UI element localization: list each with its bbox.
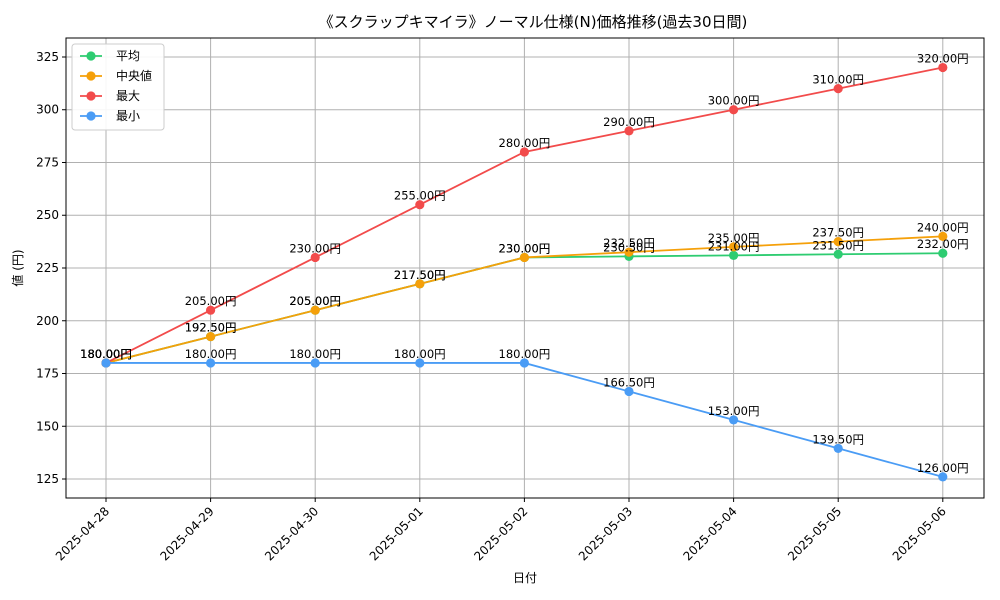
data-labels: 180.00円 192.50円 205.00円 217.50円 230.00円 230.5… [80,52,969,475]
data-label: 217.50円 [394,268,446,282]
x-tick-label: 2025-05-05 [785,504,844,563]
data-point [415,358,425,368]
data-label: 180.00円 [80,347,132,361]
data-point [624,126,634,136]
data-point [206,305,216,315]
x-tick-label: 2025-05-06 [890,504,949,563]
x-axis-label: 日付 [513,571,537,585]
data-label: 230.00円 [499,241,551,255]
data-label: 232.50円 [603,236,655,250]
legend-label: 最小 [116,109,140,123]
data-label: 290.00円 [603,115,655,129]
x-tick-label: 2025-05-01 [367,504,426,563]
data-label: 310.00円 [812,73,864,87]
legend-marker [86,51,96,61]
data-label: 235.00円 [708,231,760,245]
data-label: 240.00円 [917,220,969,234]
y-tick-label: 250 [36,208,59,222]
data-label: 126.00円 [917,461,969,475]
legend-marker [86,91,96,101]
data-point [938,248,948,258]
y-tick-label: 225 [36,261,59,275]
data-label: 237.50円 [812,226,864,240]
data-point [833,84,843,94]
data-label: 230.50円 [603,240,655,254]
data-label: 300.00円 [708,94,760,108]
x-tick-label: 2025-04-29 [158,504,217,563]
legend-marker [86,111,96,121]
y-tick-label: 325 [36,50,59,64]
data-label: 180.00円 [394,347,446,361]
data-label: 205.00円 [289,294,341,308]
data-label: 217.50円 [394,268,446,282]
x-tick-label: 2025-05-02 [471,504,530,563]
data-point [101,358,111,368]
data-label: 280.00円 [499,136,551,150]
data-point [729,250,739,260]
y-tick-label: 175 [36,367,59,381]
legend-label: 平均 [116,49,140,63]
x-tick-label: 2025-05-04 [681,504,740,563]
data-point [519,358,530,368]
data-label: 232.00円 [917,237,969,251]
data-label: 139.50円 [812,432,864,446]
data-label: 180.00円 [80,347,132,361]
data-point [624,386,634,397]
data-point [206,331,216,342]
data-label: 180.00円 [80,347,132,361]
legend-box [71,43,165,131]
data-point [938,231,948,241]
data-point [833,443,843,454]
data-label: 231.50円 [812,238,864,252]
legend-marker [86,71,96,81]
y-tick-label: 125 [36,472,59,486]
data-label: 320.00円 [917,52,969,66]
data-point [519,252,530,263]
data-point [624,247,634,257]
data-label: 192.50円 [185,321,237,335]
data-point [415,200,425,210]
y-tick-label: 200 [36,314,59,328]
data-point [833,249,843,259]
data-point [519,147,530,157]
series-layer [101,62,948,482]
data-label: 230.00円 [499,241,551,255]
y-axis-label: 値 (円) [10,249,25,286]
data-label: 180.00円 [185,347,237,361]
y-tick-label: 150 [36,419,59,433]
data-point [729,105,739,115]
data-label: 230.00円 [289,241,341,255]
data-point [938,62,948,73]
grid [66,38,984,498]
data-point [415,279,425,289]
y-tick-label: 275 [36,155,59,169]
data-point [206,358,216,368]
legend-label: 中央値 [116,68,152,83]
legend-label: 最大 [116,89,140,103]
data-label: 166.50円 [603,375,655,389]
data-point [310,358,320,368]
data-label: 205.00円 [185,294,237,308]
x-tick-label: 2025-05-03 [576,504,635,563]
data-label: 180.00円 [289,347,341,361]
data-label: 180.00円 [499,347,551,361]
data-point [729,415,739,425]
data-label: 153.00円 [708,404,760,418]
x-tick-label: 2025-04-28 [53,504,112,563]
data-label: 180.00円 [80,347,132,361]
data-point [310,252,320,263]
data-point [938,472,948,482]
x-tick-label: 2025-04-30 [262,504,321,563]
data-label: 192.50円 [185,321,237,335]
data-point [729,242,739,252]
data-label: 205.00円 [289,294,341,308]
data-point [833,237,843,247]
chart-title: 《スクラップキマイラ》ノーマル仕様(N)価格推移(過去30日間) [319,13,748,31]
data-label: 255.00円 [394,189,446,203]
y-tick-label: 300 [36,103,59,117]
data-label: 231.00円 [708,239,760,253]
data-point [310,305,320,315]
